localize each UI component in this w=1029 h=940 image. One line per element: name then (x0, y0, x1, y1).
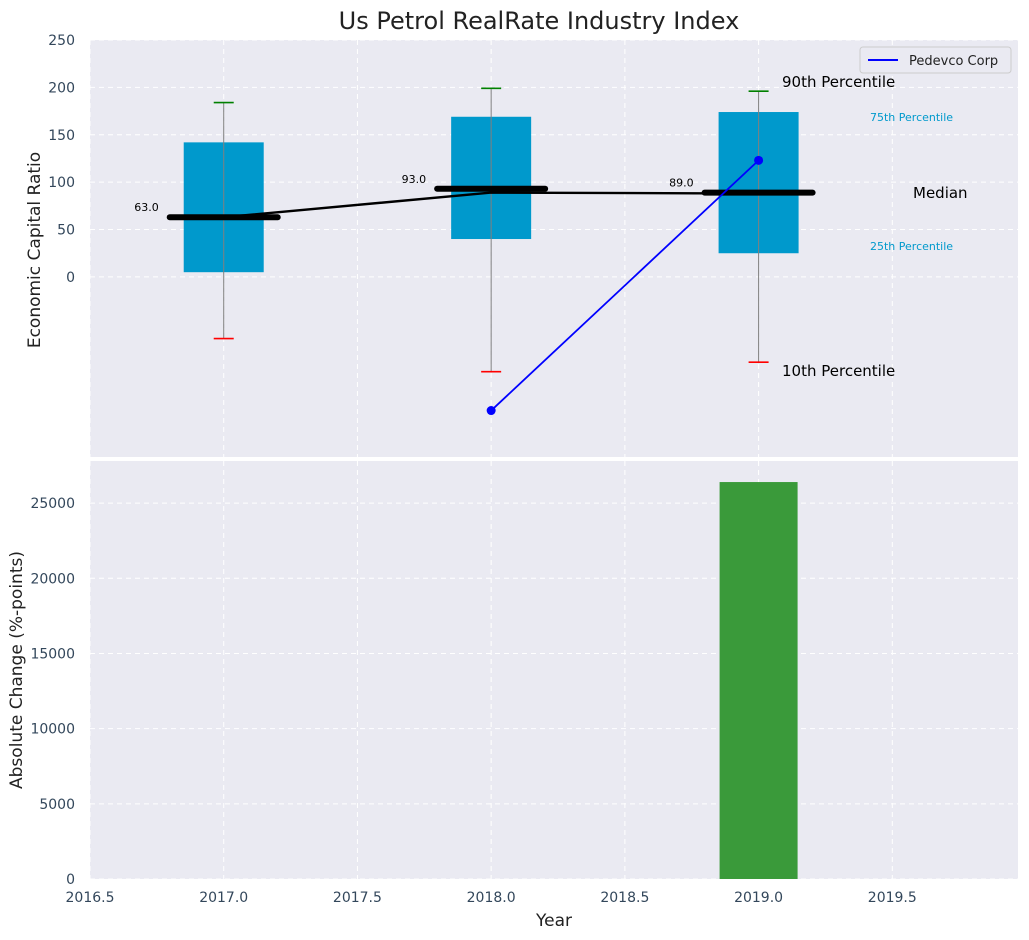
top-y-tick-label: 50 (57, 223, 75, 239)
box-plots: 63.0 93.0 89.0 (134, 87, 816, 373)
legend-box (859, 46, 1012, 74)
top-y-tick-label: 0 (66, 270, 75, 286)
bottom-plot-area (90, 461, 1018, 879)
x-tick-label: 2016.5 (66, 890, 115, 906)
chart-title: Us Petrol RealRate Industry Index (339, 7, 740, 35)
legend-label: Pedevco Corp (909, 54, 998, 69)
bars (719, 482, 798, 879)
top-panel: 0 50 100 150 200 250 63.0 93.0 89.0 90th Percen… (25, 33, 1018, 457)
company-line (490, 159, 760, 412)
bottom-gridlines (89, 461, 1018, 880)
bottom-y-tick-label: 20000 (30, 571, 75, 587)
percentile-annotations: 90th Percentile 75th Percentile Median 2… (782, 73, 968, 380)
company-point (754, 155, 764, 165)
top-y-tick-label: 200 (48, 80, 75, 96)
annotation-p75: 75th Percentile (870, 111, 953, 124)
median-value-label: 93.0 (402, 173, 427, 186)
annotation-median: Median (913, 184, 968, 202)
x-axis-label: Year (535, 911, 572, 931)
legend: Pedevco Corp (859, 46, 1012, 74)
bottom-y-tick-labels: 0 5000 10000 15000 20000 25000 (30, 496, 75, 888)
bottom-y-tick-label: 25000 (30, 496, 75, 512)
median-value-label: 89.0 (669, 177, 694, 190)
median-trend-line (223, 191, 759, 219)
top-y-tick-label: 250 (48, 33, 75, 49)
top-y-axis-label: Economic Capital Ratio (25, 152, 45, 348)
bar (719, 482, 798, 879)
bottom-y-tick-label: 10000 (30, 722, 75, 738)
x-tick-label: 2017.0 (199, 890, 248, 906)
x-tick-label: 2018.0 (467, 890, 516, 906)
bottom-y-axis-label: Absolute Change (%-points) (7, 551, 27, 789)
bottom-y-tick-label: 5000 (39, 797, 75, 813)
bottom-y-tick-label: 0 (66, 872, 75, 888)
top-y-tick-label: 150 (48, 128, 75, 144)
company-point (486, 406, 496, 416)
top-y-tick-label: 100 (48, 175, 75, 191)
x-tick-label: 2019.0 (734, 890, 783, 906)
median-value-label: 63.0 (134, 201, 159, 214)
annotation-p10: 10th Percentile (782, 362, 895, 380)
bottom-y-tick-label: 15000 (30, 646, 75, 662)
company-series (486, 155, 764, 416)
annotation-p90: 90th Percentile (782, 73, 895, 91)
x-tick-label: 2018.5 (600, 890, 649, 906)
annotation-p25: 25th Percentile (870, 240, 953, 253)
x-tick-label: 2019.5 (868, 890, 917, 906)
top-y-tick-labels: 0 50 100 150 200 250 (48, 33, 75, 286)
x-tick-labels: 2016.5 2017.0 2017.5 2018.0 2018.5 2019.0 2019… (66, 890, 917, 906)
x-tick-label: 2017.5 (333, 890, 382, 906)
median-series (223, 191, 759, 219)
